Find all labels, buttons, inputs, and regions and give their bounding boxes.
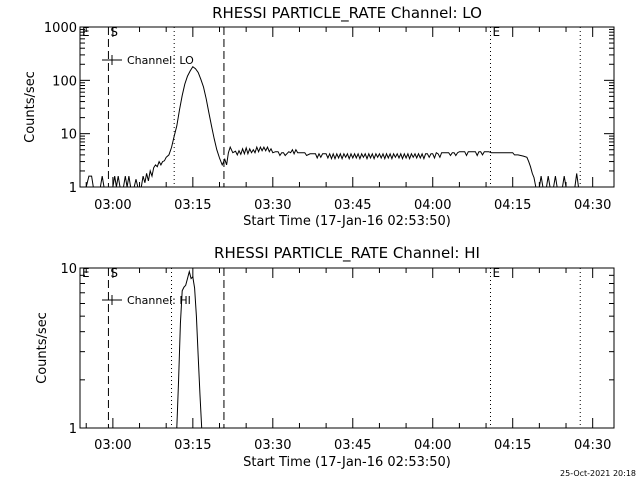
marker-label: E xyxy=(492,266,500,280)
x-tick-label: 04:00 xyxy=(414,438,451,453)
x-tick-label: 03:30 xyxy=(254,438,291,453)
y-axis-label: Counts/sec xyxy=(35,312,50,384)
x-tick-label: 03:00 xyxy=(94,198,131,213)
x-tick-label: 03:45 xyxy=(334,198,371,213)
x-tick-label: 04:30 xyxy=(574,438,611,453)
x-tick-label: 03:15 xyxy=(174,198,211,213)
series-line xyxy=(176,269,203,429)
chart-title: RHESSI PARTICLE_RATE Channel: HI xyxy=(214,244,480,263)
marker-label: E xyxy=(82,25,90,39)
x-tick-label: 03:15 xyxy=(174,438,211,453)
marker-label: S xyxy=(110,25,118,39)
x-tick-label: 04:00 xyxy=(414,198,451,213)
y-tick-label: 1 xyxy=(69,422,77,437)
marker-label: S xyxy=(110,266,118,280)
y-axis-label: Counts/sec xyxy=(23,71,38,143)
y-tick-label: 10 xyxy=(60,262,77,277)
footer-timestamp: 25-Oct-2021 20:18 xyxy=(560,469,636,478)
y-tick-label: 1 xyxy=(69,181,77,196)
x-tick-label: 04:30 xyxy=(574,198,611,213)
x-axis-label: Start Time (17-Jan-16 02:53:50) xyxy=(243,455,451,470)
x-tick-label: 03:00 xyxy=(94,438,131,453)
x-axis-label: Start Time (17-Jan-16 02:53:50) xyxy=(243,214,451,229)
y-tick-label: 10 xyxy=(60,128,77,143)
x-tick-label: 03:30 xyxy=(254,198,291,213)
y-tick-label: 100 xyxy=(52,74,77,89)
marker-label: E xyxy=(82,266,90,280)
x-tick-label: 04:15 xyxy=(494,438,531,453)
x-tick-label: 03:45 xyxy=(334,438,371,453)
y-tick-label: 1000 xyxy=(44,21,77,36)
plot-frame xyxy=(79,267,615,429)
plot-frame xyxy=(79,26,615,188)
legend-label: Channel: LO xyxy=(127,54,194,67)
marker-label: E xyxy=(492,25,500,39)
panel-lo: RHESSI PARTICLE_RATE Channel: LO Start Ti… xyxy=(23,4,615,229)
x-tick-label: 04:15 xyxy=(494,198,531,213)
panel-hi: RHESSI PARTICLE_RATE Channel: HI Start Ti… xyxy=(35,244,615,470)
legend-label: Channel: HI xyxy=(127,294,191,307)
chart-title: RHESSI PARTICLE_RATE Channel: LO xyxy=(212,4,482,23)
series-line xyxy=(85,65,579,188)
